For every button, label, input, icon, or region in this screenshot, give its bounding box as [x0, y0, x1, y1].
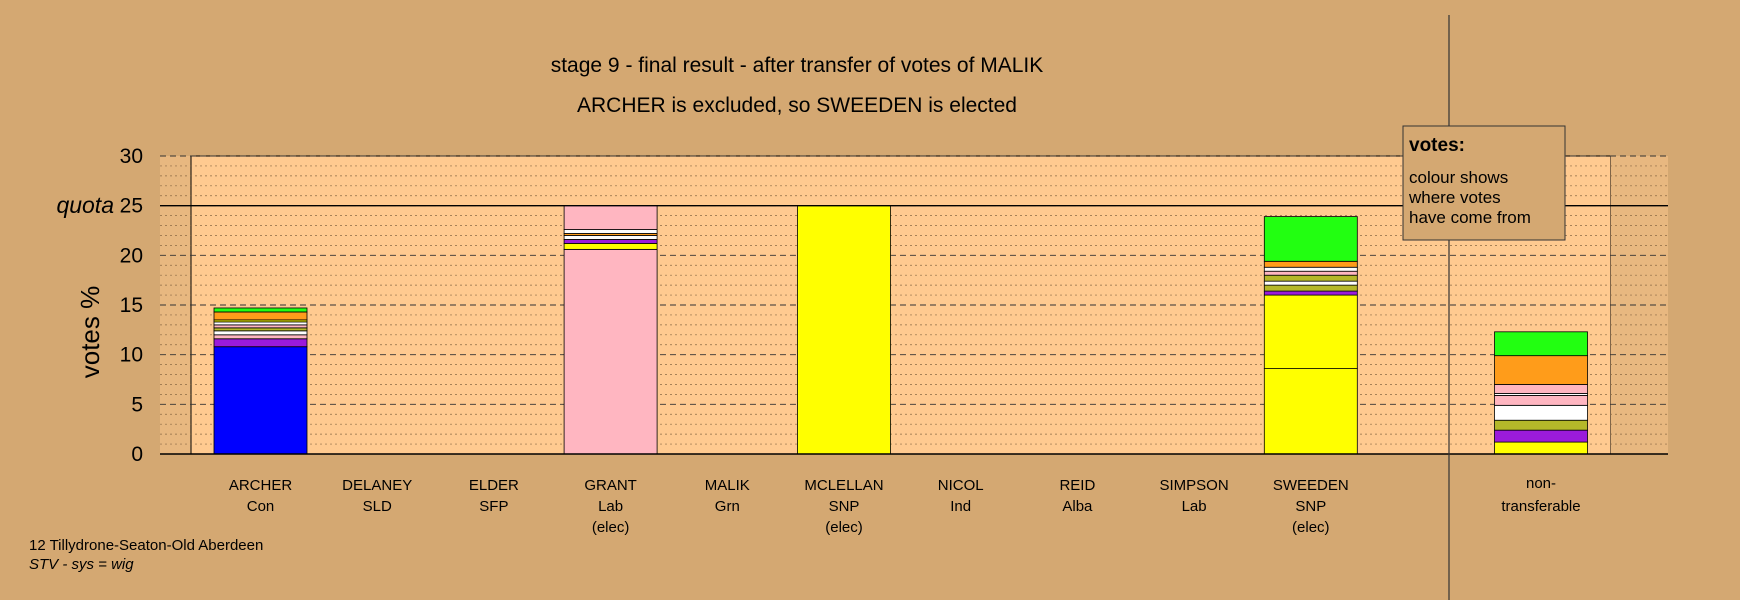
bar-nontransferable-segment	[1494, 429, 1588, 443]
x-label-candidate: ELDER	[469, 477, 519, 494]
axes: 0 5 10 15 20 30 25	[120, 15, 1668, 600]
bar-archer-segment	[213, 321, 308, 326]
x-label-party: Ind	[950, 498, 971, 515]
legend-line-1: colour shows	[1409, 168, 1508, 187]
chart-subtitle: ARCHER is excluded, so SWEEDEN is electe…	[577, 94, 1017, 117]
x-label-candidate: DELANEY	[342, 477, 412, 494]
x-label-status: (elec)	[592, 519, 630, 536]
bar-mclellan-segment	[797, 205, 891, 455]
bar-nontransferable-segment	[1494, 419, 1588, 431]
x-label-candidate: SWEEDEN	[1273, 477, 1349, 494]
y-tick-label: 5	[131, 393, 143, 416]
bar-grant-segment	[563, 239, 658, 244]
bar-sweeden-segment	[1263, 290, 1358, 296]
bar-nontransferable-segment	[1494, 441, 1588, 455]
bar-sweeden-segment	[1263, 280, 1358, 286]
bar-grant-segment	[563, 229, 658, 234]
x-label-party: SFP	[479, 498, 508, 515]
bar-nontransferable-segment	[1494, 384, 1588, 394]
x-label-party: SNP	[1295, 498, 1326, 515]
y-tick-label: 15	[120, 294, 143, 317]
y-tick-label: 10	[120, 344, 143, 367]
legend-box	[1402, 125, 1566, 241]
footer-ward: 12 Tillydrone-Seaton-Old Aberdeen	[29, 537, 263, 554]
bar-nontransferable-segment	[1494, 331, 1588, 357]
bars	[213, 205, 1588, 455]
x-label-nontransferable-2: transferable	[1501, 498, 1580, 515]
x-label-party: SNP	[829, 498, 860, 515]
bar-archer-segment	[213, 327, 308, 332]
bar-grant-segment	[563, 205, 658, 230]
bar-nontransferable-segment	[1494, 394, 1588, 406]
bar-archer-segment	[213, 346, 308, 455]
bar-sweeden-segment	[1263, 260, 1358, 268]
x-label-party: SLD	[363, 498, 392, 515]
y-axis-label: votes %	[75, 286, 105, 379]
chart-title: stage 9 - final result - after transfer …	[551, 54, 1044, 77]
bar-grant-segment	[563, 235, 658, 240]
x-label-candidate: NICOL	[938, 477, 984, 494]
plot-margin-right	[1611, 156, 1668, 454]
bar-sweeden-segment	[1263, 368, 1358, 455]
x-label-candidate: MCLELLAN	[804, 477, 883, 494]
bar-sweeden-segment	[1263, 270, 1358, 276]
bar-archer-segment	[213, 338, 308, 348]
x-label-party: Grn	[715, 498, 740, 515]
bar-archer-segment	[213, 311, 308, 321]
legend-line-2: where votes	[1408, 188, 1501, 207]
bar-nontransferable-segment	[1494, 404, 1588, 421]
y-tick-label-quota: 25	[120, 195, 143, 218]
x-label-candidate: MALIK	[705, 477, 750, 494]
bar-sweeden-segment	[1263, 294, 1358, 369]
legend-title: votes:	[1409, 135, 1465, 156]
x-label-candidate: SIMPSON	[1160, 477, 1229, 494]
y-tick-label: 30	[120, 145, 143, 168]
bar-sweeden-segment	[1263, 266, 1358, 272]
quota-label: quota	[56, 192, 114, 218]
x-axis-labels: ARCHER Con DELANEY SLD ELDER SFP GRANT Lab (elec…	[229, 475, 1581, 536]
bar-sweeden-segment	[1263, 274, 1358, 282]
legend-line-3: have come from	[1409, 208, 1531, 227]
bar-archer-segment	[213, 330, 308, 336]
x-label-candidate: GRANT	[584, 477, 637, 494]
x-label-candidate: ARCHER	[229, 477, 293, 494]
x-label-party: Lab	[598, 498, 623, 515]
bar-archer-segment	[213, 324, 308, 329]
x-label-status: (elec)	[825, 519, 863, 536]
bar-archer-segment	[213, 307, 308, 313]
bar-nontransferable-segment	[1494, 355, 1588, 385]
y-tick-label: 0	[131, 443, 143, 466]
x-label-party: Con	[247, 498, 275, 515]
legend: votes: colour shows where votes have com…	[1402, 125, 1566, 241]
x-label-party: Lab	[1182, 498, 1207, 515]
footer-system: STV - sys = wig	[29, 556, 134, 573]
x-label-candidate: REID	[1059, 477, 1095, 494]
bar-grant-segment	[563, 248, 658, 455]
bar-archer-segment	[213, 334, 308, 340]
x-label-status: (elec)	[1292, 519, 1330, 536]
bar-sweeden-segment	[1263, 284, 1358, 292]
x-label-nontransferable-1: non-	[1526, 475, 1556, 492]
bar-sweeden-segment	[1263, 216, 1358, 262]
y-tick-label: 20	[120, 244, 143, 267]
bar-grant-segment	[563, 243, 658, 250]
x-label-party: Alba	[1062, 498, 1093, 515]
